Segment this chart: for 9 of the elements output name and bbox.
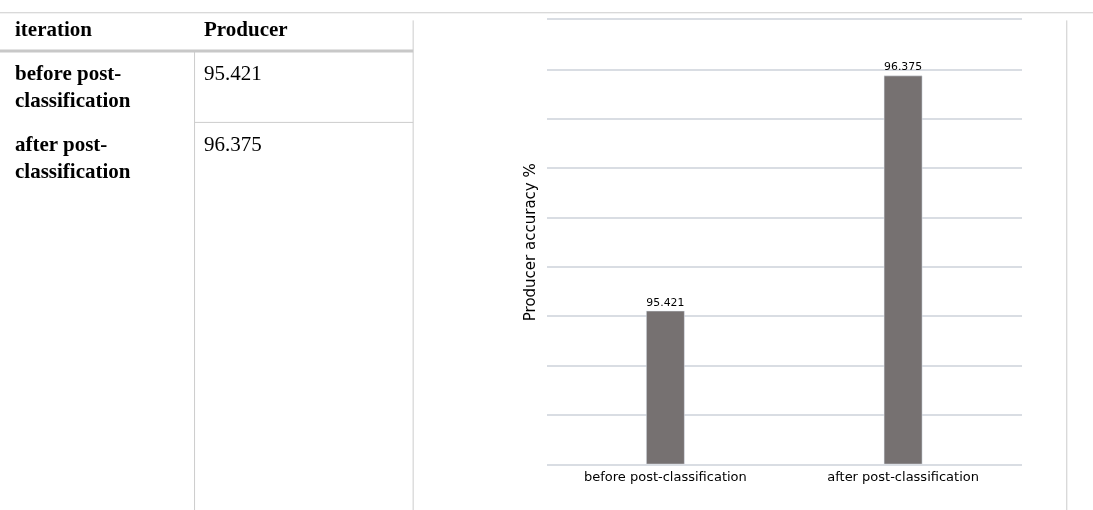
text: before post-classification <box>15 61 131 113</box>
text: 95.421 <box>204 61 262 85</box>
data-label: 95.421 <box>646 295 685 309</box>
data-label: 96.375 <box>884 60 923 74</box>
text: Producer <box>204 17 288 41</box>
text: after post-classification <box>15 132 131 184</box>
text: 96.375 <box>204 132 262 156</box>
text: iteration <box>15 17 93 41</box>
y-axis-title: Producer accuracy % <box>520 163 539 322</box>
